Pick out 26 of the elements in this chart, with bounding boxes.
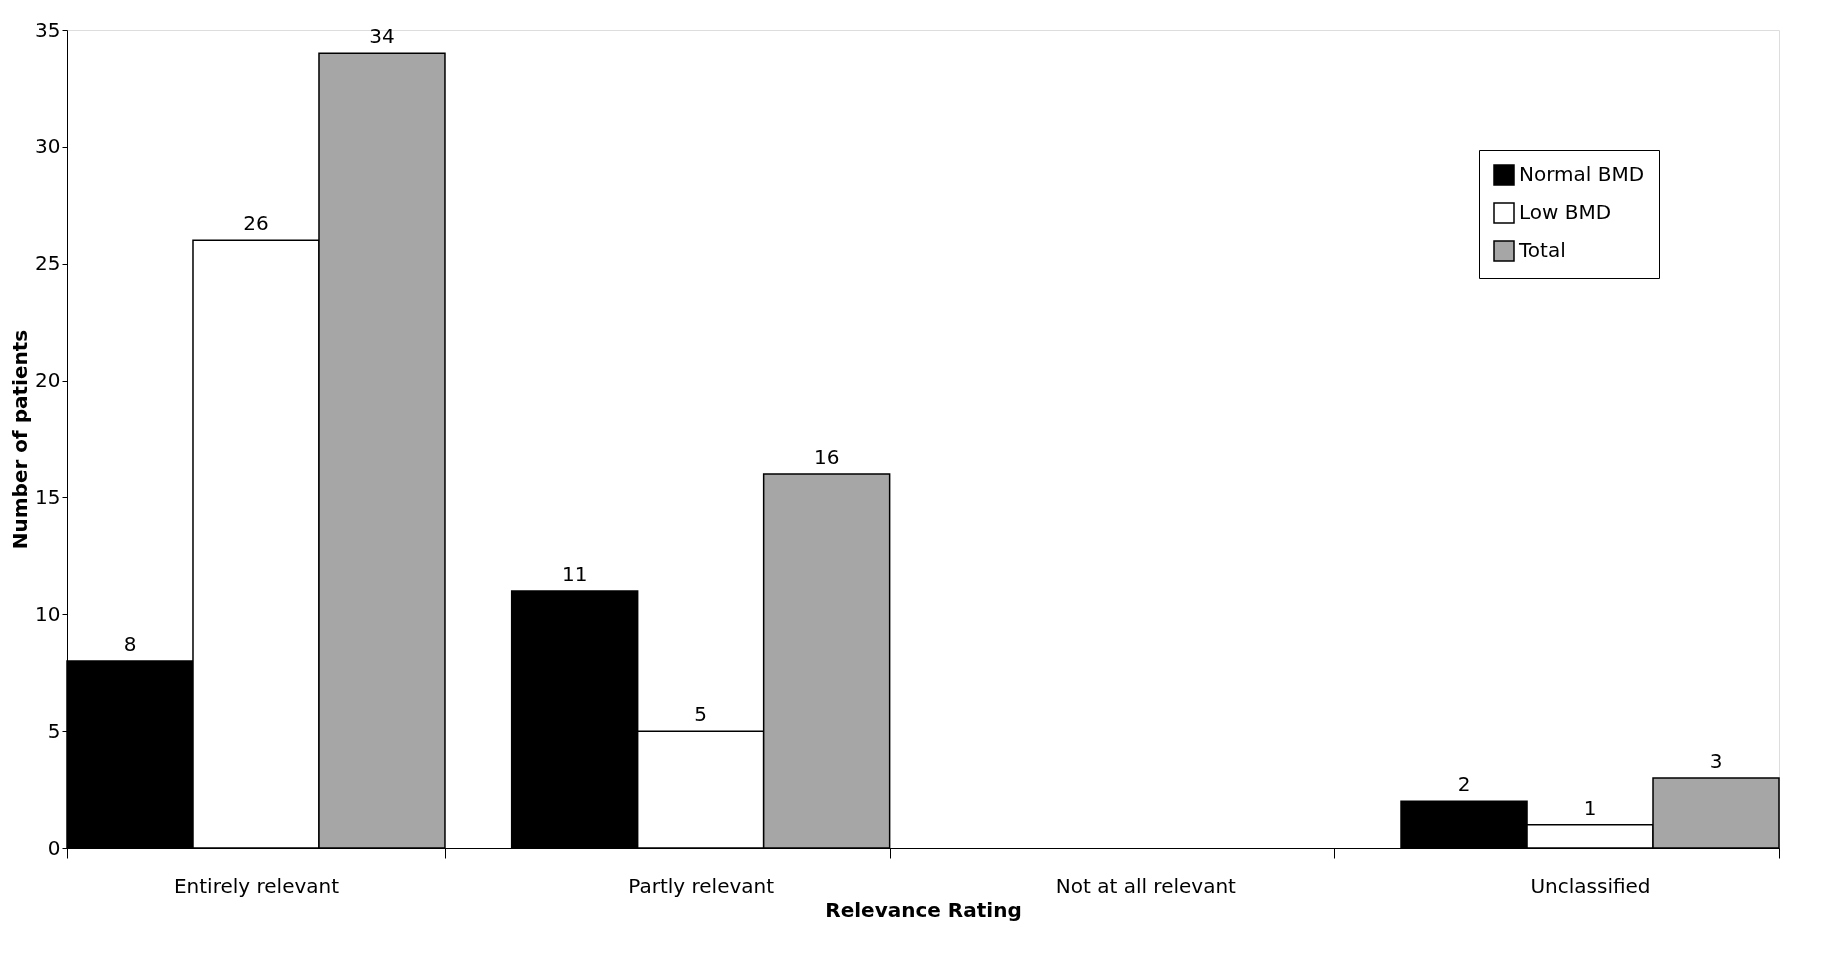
y-tick-label: 0 — [47, 835, 61, 860]
y-axis-title: Number of patients — [8, 329, 33, 550]
data-label: 3 — [1709, 748, 1723, 773]
data-label: 1 — [1583, 795, 1597, 820]
legend-label: Low BMD — [1519, 200, 1612, 224]
data-label: 8 — [123, 632, 137, 657]
x-tick-label: Not at all relevant — [1055, 873, 1237, 898]
y-tick-label: 30 — [35, 134, 61, 159]
y-tick-label: 25 — [35, 251, 61, 276]
x-tick-label: Unclassified — [1530, 873, 1651, 898]
legend-label: Total — [1518, 238, 1566, 262]
data-label: 5 — [694, 702, 708, 727]
data-label: 34 — [369, 24, 395, 49]
x-tick-label: Partly relevant — [628, 873, 775, 898]
y-tick-label: 15 — [35, 484, 61, 509]
y-tick-label: 20 — [35, 368, 61, 393]
y-tick-label: 35 — [35, 17, 61, 42]
data-label: 11 — [561, 561, 588, 586]
y-tick-label: 5 — [47, 718, 61, 743]
data-label: 16 — [813, 445, 840, 470]
x-tick-label: Entirely relevant — [173, 873, 340, 898]
x-axis-title: Relevance Rating — [825, 897, 1022, 922]
data-label: 2 — [1457, 772, 1471, 797]
data-label: 26 — [243, 211, 269, 236]
y-tick-label: 10 — [35, 601, 61, 626]
legend-label: Normal BMD — [1519, 162, 1645, 186]
